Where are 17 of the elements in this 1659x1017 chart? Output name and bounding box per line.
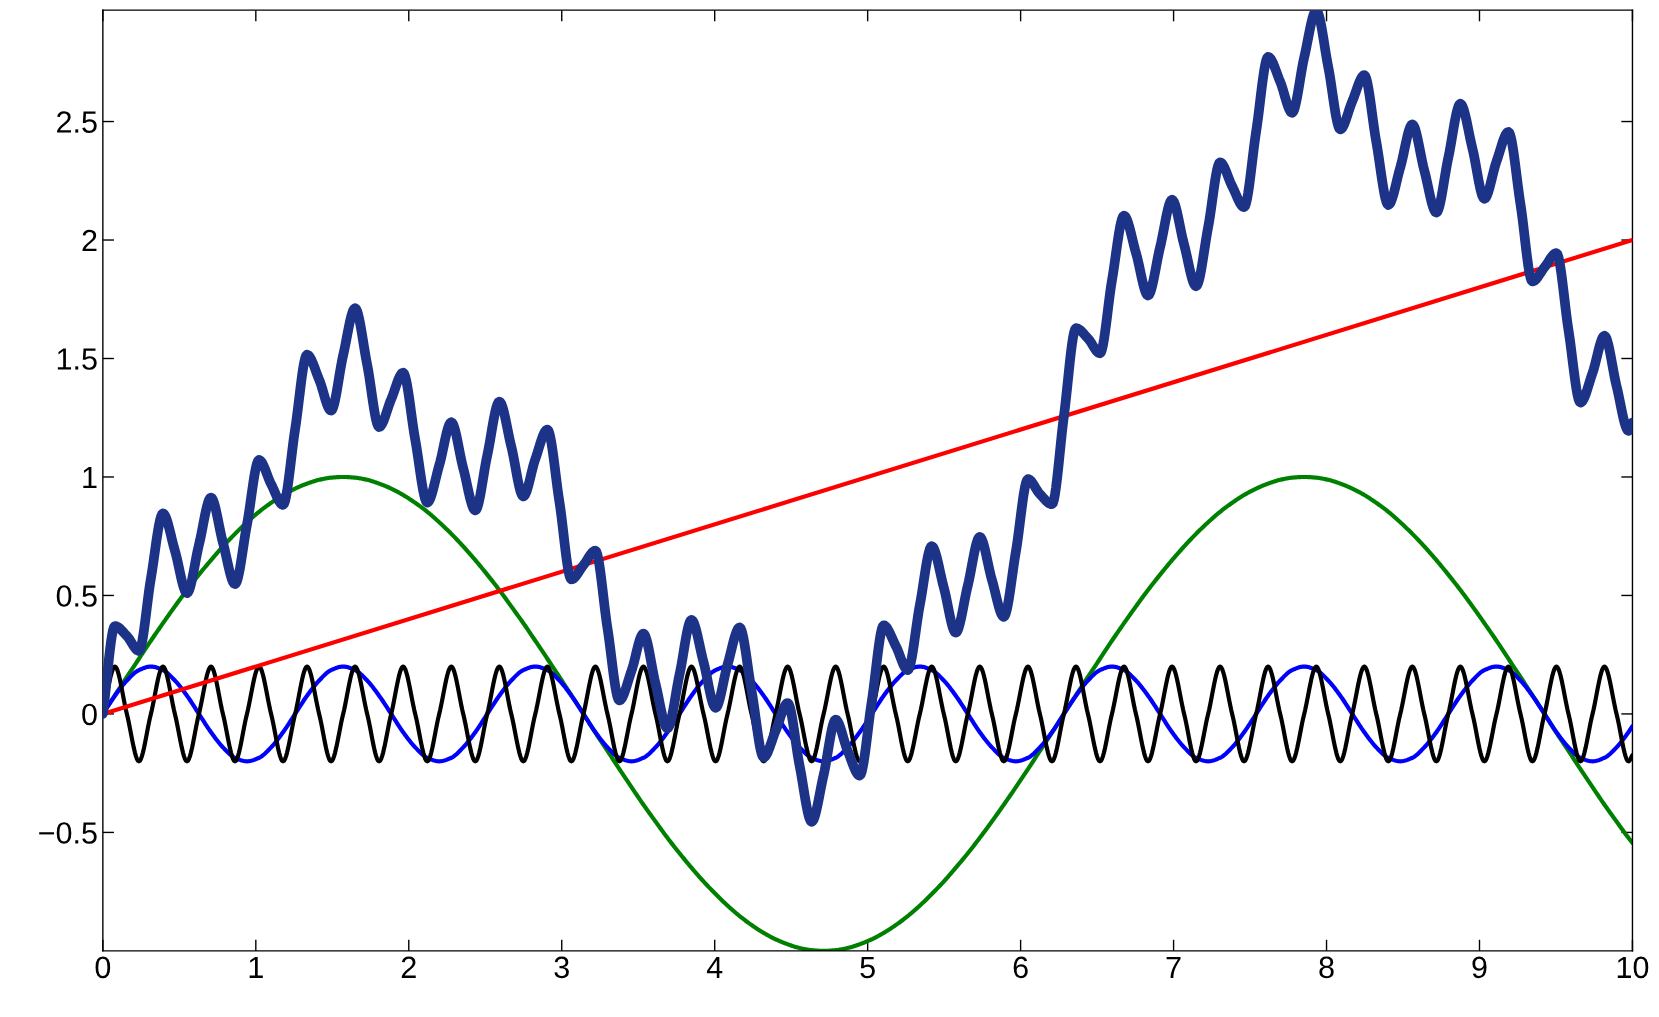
x-tick-label: 3 [554, 956, 569, 979]
y-tick-label: 0.5 [56, 585, 97, 607]
y-tick-label: −0.5 [39, 822, 97, 844]
x-tick-label: 2 [401, 956, 416, 978]
y-tick-label: 1 [83, 467, 97, 489]
x-tick-label: 9 [1472, 956, 1487, 979]
x-tick-label: 5 [860, 956, 875, 979]
y-tick-label: 0 [82, 703, 97, 726]
x-tick-label: 7 [1166, 956, 1181, 978]
x-tick-label: 10 [1617, 956, 1649, 979]
y-tick-label: 2 [82, 229, 97, 252]
x-tick-label: 1 [249, 956, 263, 978]
x-tick-label: 8 [1319, 956, 1334, 979]
y-tick-label: 1.5 [57, 348, 97, 370]
y-tick-label: 2.5 [57, 111, 97, 133]
x-tick-label: 4 [706, 956, 723, 978]
x-tick-label: 6 [1013, 956, 1028, 979]
